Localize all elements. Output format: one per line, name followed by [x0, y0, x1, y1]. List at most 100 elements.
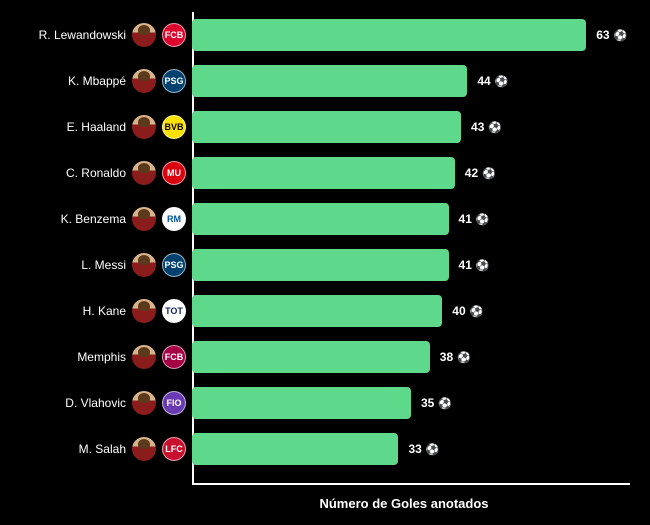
soccer-ball-icon: ⚽	[495, 76, 509, 88]
bar-area: 33 ⚽	[192, 426, 630, 472]
player-photo	[132, 299, 156, 323]
goals-count: 41	[459, 212, 472, 226]
soccer-ball-icon: ⚽	[488, 122, 502, 134]
chart-row: D. Vlahovic FIO 35 ⚽	[14, 380, 630, 426]
x-axis	[192, 483, 630, 485]
chart-row: C. Ronaldo MU 42 ⚽	[14, 150, 630, 196]
bar	[192, 203, 449, 235]
player-photo	[132, 437, 156, 461]
goals-count: 63	[596, 28, 609, 42]
row-label: Memphis FCB	[14, 345, 192, 369]
bar	[192, 295, 442, 327]
club-badge: FCB	[162, 23, 186, 47]
soccer-ball-icon: ⚽	[476, 260, 490, 272]
row-label: M. SalahLFC	[14, 437, 192, 461]
row-label: K. Benzema RM	[14, 207, 192, 231]
row-label: R. Lewandowski FCB	[14, 23, 192, 47]
bar-value: 40 ⚽	[452, 304, 483, 318]
goals-count: 35	[421, 396, 434, 410]
club-badge: PSG	[162, 253, 186, 277]
player-name: D. Vlahovic	[65, 396, 126, 410]
bar-area: 63 ⚽	[192, 12, 630, 58]
bar-area: 43 ⚽	[192, 104, 630, 150]
bar-value: 63 ⚽	[596, 28, 627, 42]
row-label: K. Mbappé PSG	[14, 69, 192, 93]
bar-value: 33 ⚽	[408, 442, 439, 456]
goals-count: 40	[452, 304, 465, 318]
bar-area: 41 ⚽	[192, 242, 630, 288]
goals-count: 38	[440, 350, 453, 364]
bar-value: 42 ⚽	[465, 166, 496, 180]
club-badge: TOT	[162, 299, 186, 323]
soccer-ball-icon: ⚽	[426, 444, 440, 456]
bar	[192, 249, 449, 281]
bar-value: 43 ⚽	[471, 120, 502, 134]
player-photo	[132, 207, 156, 231]
player-photo	[132, 23, 156, 47]
soccer-ball-icon: ⚽	[614, 30, 628, 42]
bar-value: 41 ⚽	[459, 212, 490, 226]
club-badge: RM	[162, 207, 186, 231]
player-name: K. Benzema	[61, 212, 126, 226]
bar	[192, 157, 455, 189]
bar-value: 35 ⚽	[421, 396, 452, 410]
player-name: L. Messi	[81, 258, 126, 272]
bar	[192, 19, 586, 51]
chart-row: M. SalahLFC 33 ⚽	[14, 426, 630, 472]
player-name: R. Lewandowski	[39, 28, 126, 42]
bar-value: 38 ⚽	[440, 350, 471, 364]
x-axis-label: Número de Goles anotados	[178, 496, 630, 511]
player-name: H. Kane	[83, 304, 126, 318]
club-badge: LFC	[162, 437, 186, 461]
chart-row: R. Lewandowski FCB 63 ⚽	[14, 12, 630, 58]
chart-row: K. Benzema RM 41 ⚽	[14, 196, 630, 242]
club-badge: PSG	[162, 69, 186, 93]
row-label: D. Vlahovic FIO	[14, 391, 192, 415]
club-badge: FIO	[162, 391, 186, 415]
soccer-ball-icon: ⚽	[482, 168, 496, 180]
soccer-ball-icon: ⚽	[476, 214, 490, 226]
goals-count: 42	[465, 166, 478, 180]
player-photo	[132, 161, 156, 185]
row-label: E. Haaland BVB	[14, 115, 192, 139]
chart-row: L. Messi PSG 41 ⚽	[14, 242, 630, 288]
soccer-ball-icon: ⚽	[470, 306, 484, 318]
player-name: K. Mbappé	[68, 74, 126, 88]
row-label: L. Messi PSG	[14, 253, 192, 277]
bar	[192, 433, 398, 465]
chart-row: Memphis FCB 38 ⚽	[14, 334, 630, 380]
player-name: Memphis	[77, 350, 126, 364]
bar-area: 35 ⚽	[192, 380, 630, 426]
row-label: H. Kane TOT	[14, 299, 192, 323]
club-badge: BVB	[162, 115, 186, 139]
player-photo	[132, 69, 156, 93]
soccer-ball-icon: ⚽	[438, 398, 452, 410]
goals-count: 44	[477, 74, 490, 88]
bar-area: 42 ⚽	[192, 150, 630, 196]
goals-count: 41	[459, 258, 472, 272]
bar-value: 41 ⚽	[459, 258, 490, 272]
bar-area: 44 ⚽	[192, 58, 630, 104]
bar	[192, 111, 461, 143]
bar	[192, 387, 411, 419]
goals-count: 43	[471, 120, 484, 134]
chart-row: K. Mbappé PSG 44 ⚽	[14, 58, 630, 104]
chart-row: H. Kane TOT 40 ⚽	[14, 288, 630, 334]
soccer-ball-icon: ⚽	[457, 352, 471, 364]
bar-area: 38 ⚽	[192, 334, 630, 380]
goals-bar-chart: R. LewandowskiFCB63⚽K. MbappéPSG44⚽E. Ha…	[14, 12, 630, 485]
bar-value: 44 ⚽	[477, 74, 508, 88]
chart-row: E. Haaland BVB 43 ⚽	[14, 104, 630, 150]
bar-area: 40 ⚽	[192, 288, 630, 334]
player-photo	[132, 115, 156, 139]
player-photo	[132, 391, 156, 415]
player-name: C. Ronaldo	[66, 166, 126, 180]
player-name: E. Haaland	[67, 120, 126, 134]
club-badge: FCB	[162, 345, 186, 369]
club-badge: MU	[162, 161, 186, 185]
bar-area: 41 ⚽	[192, 196, 630, 242]
row-label: C. Ronaldo MU	[14, 161, 192, 185]
player-photo	[132, 253, 156, 277]
goals-count: 33	[408, 442, 421, 456]
player-photo	[132, 345, 156, 369]
